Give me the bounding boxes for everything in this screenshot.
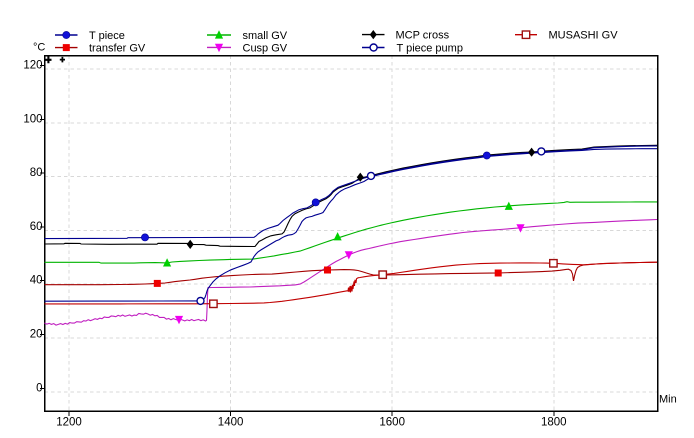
svg-text:40: 40 xyxy=(30,275,43,287)
svg-text:60: 60 xyxy=(30,221,43,233)
svg-text:MUSASHI GV: MUSASHI GV xyxy=(549,30,619,42)
svg-text:MCP cross: MCP cross xyxy=(396,30,450,42)
svg-text:120: 120 xyxy=(23,60,42,72)
svg-text:°C: °C xyxy=(33,42,45,54)
svg-text:0: 0 xyxy=(36,382,42,394)
svg-text:transfer GV: transfer GV xyxy=(89,42,146,54)
svg-text:Min: Min xyxy=(659,394,677,406)
svg-text:small GV: small GV xyxy=(243,30,288,42)
svg-text:1400: 1400 xyxy=(218,417,244,429)
svg-text:1600: 1600 xyxy=(379,417,405,429)
svg-text:80: 80 xyxy=(30,167,43,179)
svg-text:Cusp GV: Cusp GV xyxy=(243,42,288,54)
svg-text:100: 100 xyxy=(23,113,42,125)
svg-text:1200: 1200 xyxy=(56,417,82,429)
svg-text:T piece pump: T piece pump xyxy=(397,42,463,54)
svg-text:T piece: T piece xyxy=(89,30,125,42)
svg-text:1800: 1800 xyxy=(541,417,567,429)
svg-text:20: 20 xyxy=(30,329,43,341)
